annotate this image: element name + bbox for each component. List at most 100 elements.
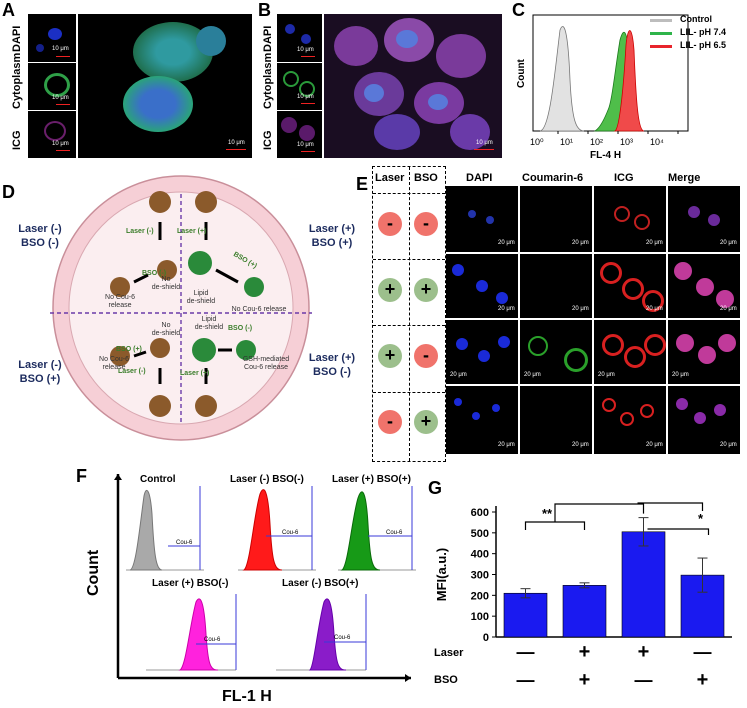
header-merge: Merge	[668, 172, 701, 184]
caption: No de-shield	[151, 276, 181, 291]
label-dapi: DAPI	[11, 25, 23, 52]
bar	[503, 592, 548, 638]
tick-label: 10²	[590, 137, 604, 147]
panel-label-f: F	[76, 466, 87, 486]
bso-sign: -	[414, 344, 438, 368]
header-coumarin: Coumarin-6	[522, 172, 584, 184]
bso-sign: +	[697, 669, 709, 691]
flow-histogram-c	[532, 14, 689, 134]
header-laser: Laser	[375, 172, 405, 184]
y-tick-label: 300	[471, 570, 489, 582]
bar	[621, 531, 666, 638]
caption: No Cou-6 release	[99, 356, 129, 371]
panel-label-e: E	[356, 174, 369, 194]
axis-xlabel: FL-4 H	[590, 150, 622, 161]
bso-sign: -	[414, 212, 438, 236]
scale-label: 20 μm	[572, 240, 589, 246]
micrograph-a-dapi: 10 μm	[28, 14, 76, 62]
scale-label: 20 μm	[646, 442, 663, 448]
micrograph-b-dapi: 10 μm	[277, 14, 322, 62]
gate-label: Cou-6	[282, 530, 299, 536]
scale-label: 20 μm	[450, 372, 467, 378]
step-label: BSO (+)	[116, 346, 142, 353]
tick-label: 10¹	[560, 137, 574, 147]
legend-item: LIL- pH 7.4	[650, 27, 746, 40]
micrograph-b-cyto: 10 μm	[277, 63, 322, 110]
laser-sign: +	[378, 344, 402, 368]
scale-label: 20 μm	[598, 372, 615, 378]
axis-ylabel: Count	[516, 59, 527, 88]
scale-label: 10 μm	[297, 47, 314, 53]
scale-label: 20 μm	[720, 442, 737, 448]
micrograph-a-icg: 10 μm	[28, 111, 76, 158]
scale-label: 10 μm	[52, 141, 69, 147]
y-tick-label: 0	[483, 632, 489, 644]
panel-label-c: C	[512, 0, 525, 20]
scale-label: 20 μm	[720, 240, 737, 246]
laser-sign: —	[694, 642, 712, 662]
scale-label: 20 μm	[498, 306, 515, 312]
panel-label-a: A	[2, 0, 15, 20]
flow-histograms-f	[114, 474, 416, 682]
hist-title: Control	[140, 474, 176, 485]
bso-sign: +	[414, 410, 438, 434]
label-icg: ICG	[262, 130, 274, 150]
laser-sign: -	[378, 212, 402, 236]
scale-label: 10 μm	[52, 95, 69, 101]
header-icg: ICG	[614, 172, 634, 184]
gate-label: Cou-6	[204, 637, 221, 643]
y-tick-label: 600	[471, 507, 489, 519]
quadrant-label: Laser (-) BSO (+)	[18, 359, 62, 385]
sig-bracket	[554, 503, 645, 522]
label-dapi: DAPI	[262, 25, 274, 52]
hist-title: Laser (+) BSO(-)	[152, 578, 229, 589]
tick-label: 10³	[620, 137, 634, 147]
scale-label: 20 μm	[646, 306, 663, 312]
gate-label: Cou-6	[334, 635, 351, 641]
scale-label: 10 μm	[297, 142, 314, 148]
step-label: BSO (-)	[228, 325, 253, 332]
caption: No Cou-6 release	[105, 294, 135, 309]
legend-item: Control	[650, 14, 746, 27]
step-label: Laser (+)	[180, 370, 210, 377]
hist-title: Laser (-) BSO(-)	[230, 474, 304, 485]
label-icg: ICG	[11, 130, 23, 150]
label-cytoplasm: Cytoplasm	[11, 52, 23, 109]
caption: Lipid de-shield	[194, 316, 224, 331]
hist-title: Laser (+) BSO(+)	[332, 474, 411, 485]
micrograph-b-icg: 10 μm	[277, 111, 322, 158]
scale-label: 20 μm	[498, 240, 515, 246]
scale-label: 20 μm	[646, 240, 663, 246]
tick-label: 10⁰	[530, 137, 544, 147]
sig-label: *	[698, 511, 704, 526]
bso-sign: +	[579, 669, 591, 691]
quadrant-label: Laser (+) BSO (+)	[308, 223, 356, 249]
micrograph-a-merge: 10 μm	[78, 14, 252, 158]
sig-bracket	[524, 521, 586, 530]
gate-label: Cou-6	[386, 530, 403, 536]
caption: No de-shield	[151, 322, 181, 337]
scale-label: 10 μm	[297, 94, 314, 100]
caption: No Cou-6 release	[231, 306, 287, 313]
y-tick-label: 500	[471, 528, 489, 540]
grid-e-condition-table	[372, 166, 446, 462]
sig-bracket	[647, 528, 710, 535]
step-label: Laser (+)	[177, 228, 207, 235]
step-label: Laser (-)	[126, 228, 154, 235]
laser-sign: +	[638, 641, 650, 663]
header-bso: BSO	[414, 172, 438, 184]
header-dapi: DAPI	[466, 172, 493, 184]
bar	[562, 585, 607, 638]
bso-sign: —	[517, 670, 535, 690]
scale-label: 10 μm	[476, 140, 493, 146]
tick-label: 10⁴	[650, 137, 664, 147]
scale-label: 20 μm	[498, 442, 515, 448]
caption: GSH-mediated Cou-6 release	[242, 356, 290, 371]
scale-label: 20 μm	[720, 306, 737, 312]
row-label-bso: BSO	[434, 674, 458, 686]
laser-sign: +	[378, 278, 402, 302]
gate-label: Cou-6	[176, 540, 193, 546]
scale-label: 20 μm	[572, 306, 589, 312]
laser-sign: +	[579, 641, 591, 663]
